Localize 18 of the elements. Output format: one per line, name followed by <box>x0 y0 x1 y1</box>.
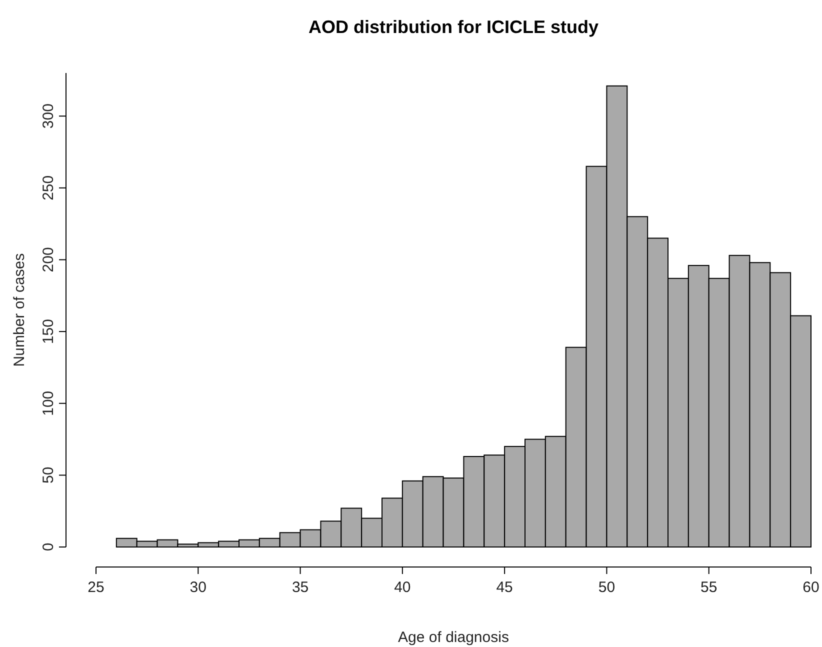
x-tick-label: 55 <box>700 579 718 596</box>
y-tick-label: 100 <box>40 390 57 416</box>
x-tick-label: 50 <box>598 579 616 596</box>
x-tick-label: 35 <box>292 579 309 596</box>
y-tick-label: 200 <box>40 247 57 272</box>
y-tick-label: 150 <box>40 319 57 344</box>
chart-title: AOD distribution for ICICLE study <box>308 17 598 37</box>
y-tick-label: 0 <box>40 542 57 552</box>
x-tick-label: 25 <box>88 579 104 596</box>
x-tick-label: 45 <box>496 579 513 596</box>
x-tick-label: 40 <box>394 579 411 596</box>
y-tick-label: 250 <box>40 175 57 200</box>
y-tick-label: 300 <box>40 104 57 129</box>
y-axis-title: Number of cases <box>11 253 28 367</box>
y-tick-label: 50 <box>40 466 57 484</box>
x-tick-label: 60 <box>802 579 820 596</box>
x-tick-label: 30 <box>190 579 206 596</box>
x-axis-title: Age of diagnosis <box>398 629 509 646</box>
